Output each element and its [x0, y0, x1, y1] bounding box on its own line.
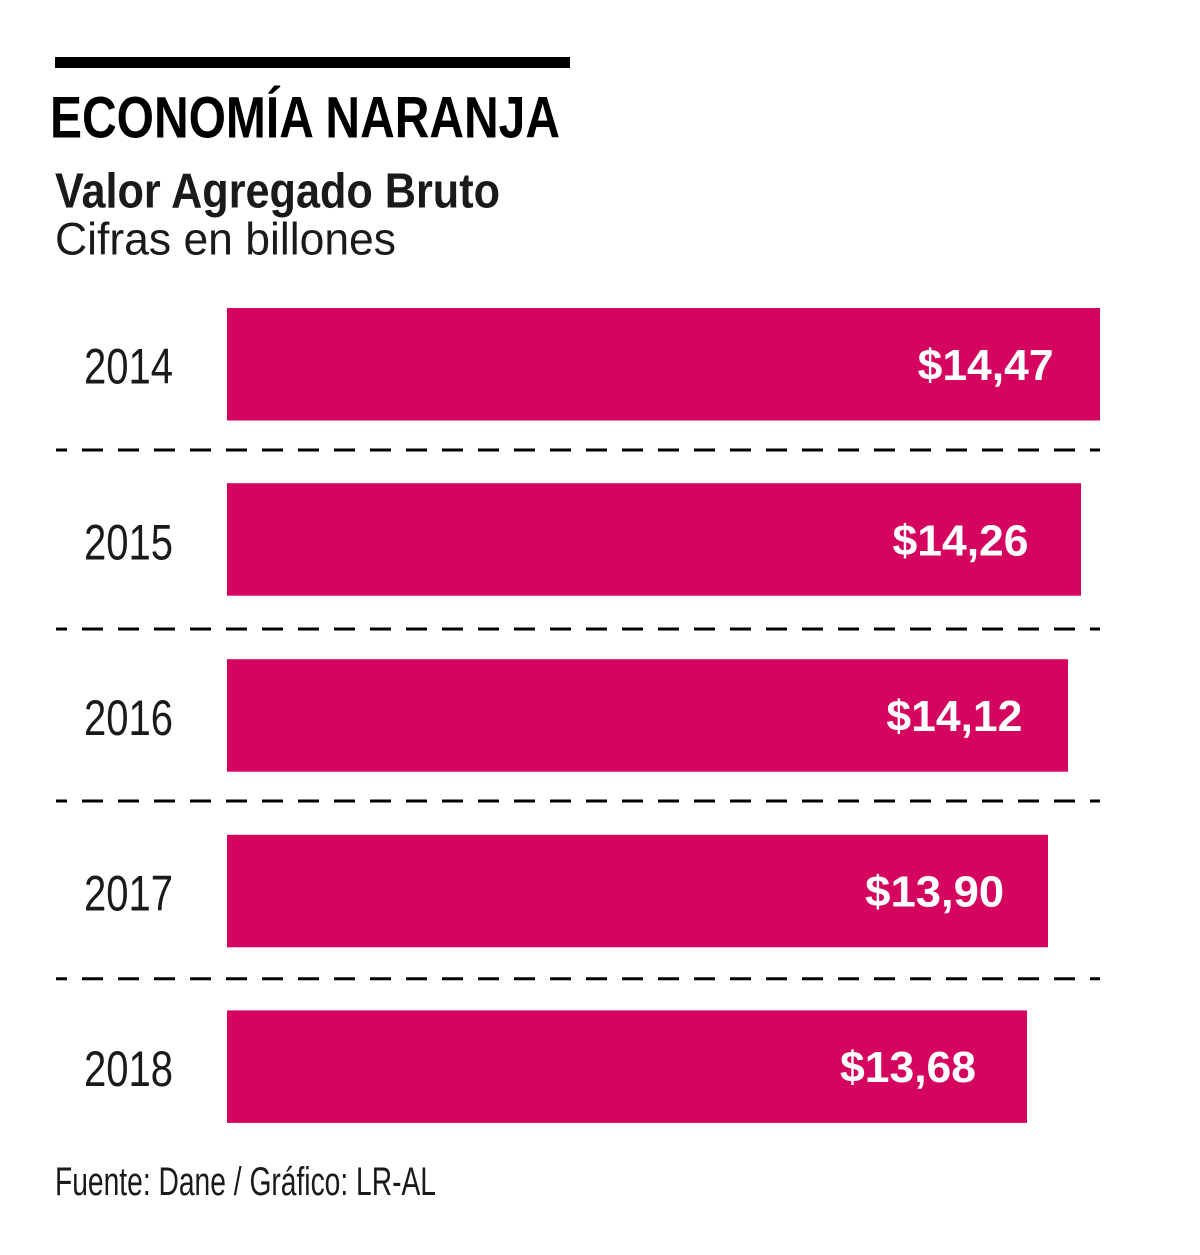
svg-text:$14,12: $14,12 — [886, 692, 1022, 741]
svg-text:$13,90: $13,90 — [865, 868, 1004, 917]
svg-text:2018: 2018 — [84, 1041, 173, 1097]
svg-text:2017: 2017 — [84, 866, 173, 922]
svg-text:Cifras en billones: Cifras en billones — [55, 213, 396, 264]
svg-text:$14,26: $14,26 — [893, 516, 1029, 565]
svg-text:2015: 2015 — [84, 514, 173, 570]
svg-text:2016: 2016 — [84, 690, 173, 746]
svg-text:Valor Agregado Bruto: Valor Agregado Bruto — [55, 165, 500, 219]
svg-text:Fuente: Dane / Gráfico: LR-AL: Fuente: Dane / Gráfico: LR-AL — [55, 1160, 436, 1204]
svg-text:2014: 2014 — [84, 339, 173, 395]
svg-text:ECONOMÍA NARANJA: ECONOMÍA NARANJA — [50, 86, 560, 151]
svg-text:$14,47: $14,47 — [918, 341, 1054, 390]
svg-text:$13,68: $13,68 — [840, 1043, 976, 1092]
